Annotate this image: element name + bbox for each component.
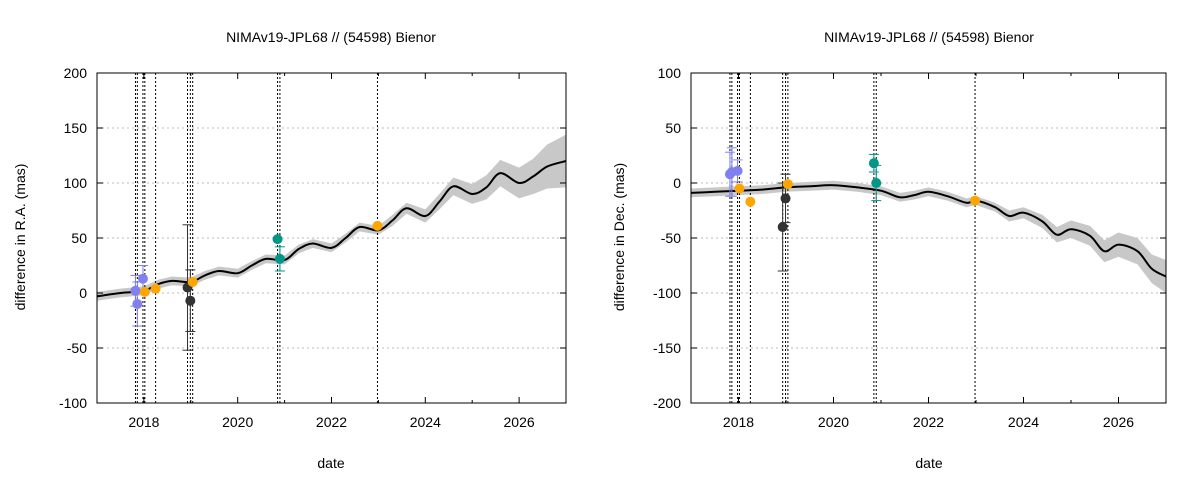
ra-chart-xlabel: date [317,455,344,471]
dec-y-tick-label: 0 [673,175,681,191]
ra-x-tick-label: 2022 [316,414,347,430]
ra-data-point [139,286,150,297]
dec-data-point [871,178,882,188]
dec-chart: NIMAv19-JPL68 // (54598) Bienor date dif… [611,29,1167,471]
ra-x-tick-label: 2026 [504,414,535,430]
ra-chart-ylabel: difference in R.A. (mas) [12,164,28,311]
dec-data-point [745,196,756,207]
ra-plot-area [97,73,566,403]
ra-chart-title: NIMAv19-JPL68 // (54598) Bienor [226,29,436,45]
dec-x-tick-label: 2026 [1103,414,1134,430]
ra-x-tick-label: 2020 [222,414,253,430]
ra-data-point [185,295,196,306]
dec-data-point [780,193,791,204]
ra-uncertainty-band [97,134,566,301]
ra-data-point [137,273,148,284]
dec-chart-xlabel: date [915,455,942,471]
ra-data-point [274,253,285,264]
dec-model-curve [691,184,1166,278]
ra-y-tick-label: 100 [64,175,88,191]
ra-data-point [130,285,141,296]
dec-plot-area [691,73,1166,403]
dec-x-tick-label: 2020 [818,414,849,430]
dec-x-tick-label: 2024 [1008,414,1039,430]
dec-data-point [782,179,793,190]
ra-data-point [372,220,383,231]
ra-y-tick-label: 150 [64,120,88,136]
dec-x-tick-label: 2022 [913,414,944,430]
ra-x-tick-label: 2024 [410,414,441,430]
dec-y-tick-label: -50 [661,230,681,246]
ra-data-point [150,283,161,294]
dec-data-point [970,195,981,206]
dec-uncertainty-band [691,180,1166,293]
ra-data-point [187,277,198,287]
ra-y-tick-label: 50 [71,230,87,246]
dec-chart-title: NIMAv19-JPL68 // (54598) Bienor [824,29,1034,45]
ra-y-tick-label: 0 [79,285,87,301]
dec-chart-ylabel: difference in Dec. (mas) [611,163,627,311]
ra-data-point [132,299,143,309]
ra-y-tick-label: 200 [64,65,88,81]
dec-y-tick-label: -150 [653,340,681,356]
dec-data-point [734,183,745,194]
ra-y-tick-label: -50 [67,340,87,356]
dec-y-tick-label: -100 [653,285,681,301]
ra-chart: NIMAv19-JPL68 // (54598) Bienor date dif… [12,29,567,471]
ra-x-tick-label: 2018 [128,414,159,430]
dec-y-tick-label: 50 [665,120,681,136]
dec-x-tick-label: 2018 [723,414,754,430]
dec-y-tick-label: -200 [653,395,681,411]
dec-data-point [732,165,743,176]
dec-y-tick-label: 100 [658,65,682,81]
dec-data-point [868,158,879,169]
ra-data-point [272,234,283,245]
ra-y-tick-label: -100 [59,395,87,411]
dec-data-point [777,222,788,232]
